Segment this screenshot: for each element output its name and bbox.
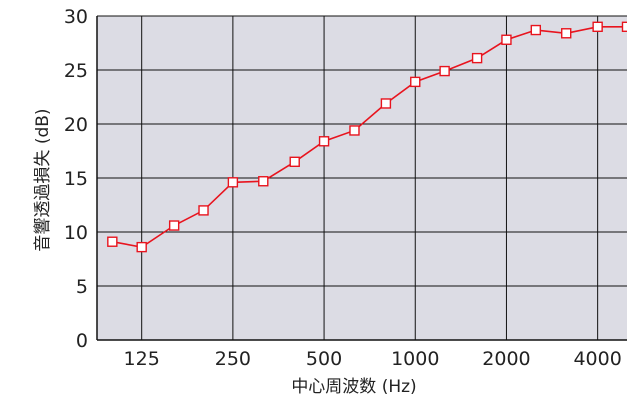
x-tick-label: 4000 (573, 348, 621, 370)
data-point (439, 65, 450, 77)
data-point (227, 177, 239, 188)
data-point (168, 220, 180, 231)
y-axis-label: 音響透過損失 (dB) (33, 108, 53, 251)
data-point (258, 176, 269, 187)
y-tick-label: 5 (76, 276, 88, 298)
x-tick-label: 2000 (482, 348, 530, 370)
x-axis-label: 中心周波数 (Hz) (291, 377, 416, 397)
y-tick-label: 20 (64, 114, 88, 136)
data-point (107, 236, 118, 247)
data-point (471, 52, 483, 64)
y-tick-label: 0 (76, 330, 88, 352)
x-tick-label: 500 (306, 348, 342, 370)
data-point (136, 241, 147, 253)
x-tick-label: 1000 (391, 348, 439, 370)
x-tick-label: 250 (215, 348, 251, 370)
data-point (289, 156, 300, 168)
y-tick-label: 25 (64, 60, 88, 82)
tick-labels: 0 5 10 15 20 25 30 125 250 500 1000 2000 4000 (64, 6, 622, 370)
x-tick-label: 125 (124, 348, 160, 370)
data-point (561, 28, 572, 39)
data-point (621, 21, 627, 32)
data-point (349, 125, 360, 136)
data-point (198, 205, 209, 216)
data-series (107, 21, 627, 253)
data-point (592, 21, 603, 32)
data-point (410, 76, 421, 88)
data-point (380, 98, 392, 109)
grid-lines (96, 15, 627, 341)
y-tick-label: 10 (64, 222, 88, 244)
data-point (318, 136, 330, 147)
data-point (530, 24, 542, 36)
y-tick-label: 15 (64, 168, 88, 190)
y-tick-label: 30 (64, 6, 88, 28)
data-point (501, 34, 512, 45)
